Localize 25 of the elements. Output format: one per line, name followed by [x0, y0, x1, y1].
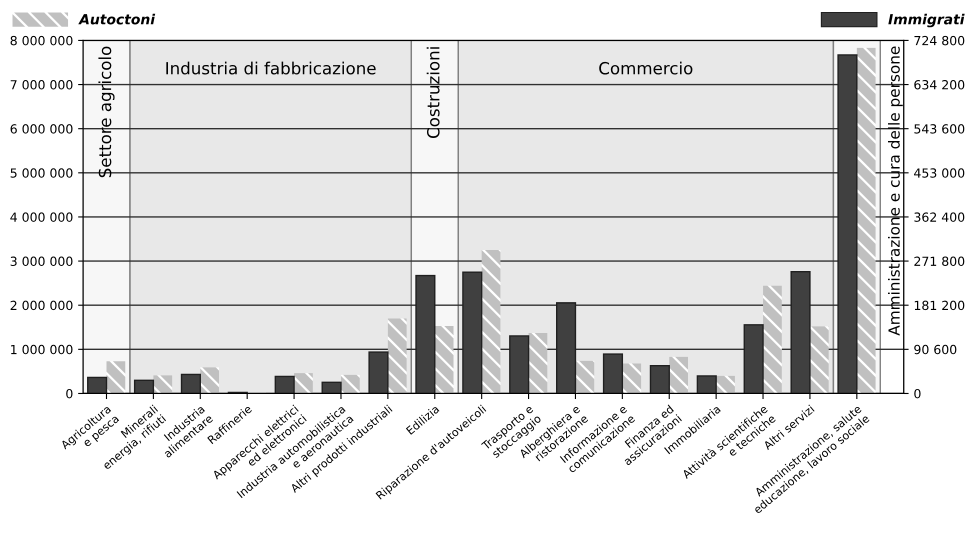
y-tick-label: 4 000 000 — [10, 212, 72, 222]
y2-tick-label: 181 200 — [914, 300, 964, 310]
y2-tick-label: 362 400 — [914, 212, 964, 222]
y-tick-label: 6 000 000 — [10, 124, 72, 134]
y2-tick-label: 453 000 — [914, 168, 964, 178]
legend-label: Immigrati — [888, 14, 965, 28]
band-label: Industria di fabbricazione — [166, 62, 376, 75]
band-label: Amministrazione e cura delle persone — [888, 46, 903, 336]
y-tick-label: 1 000 000 — [11, 344, 72, 354]
y2-tick-label: 634 200 — [914, 80, 964, 90]
y2-tick-label: 90 600 — [914, 344, 956, 354]
y2-tick-label: 724 800 — [914, 36, 964, 46]
y-tick-label: 3 000 000 — [10, 256, 72, 266]
y-tick-label: 8 000 000 — [10, 36, 72, 46]
y-tick-label: 0 — [66, 388, 72, 398]
y2-tick-label: 543 600 — [914, 124, 964, 134]
y2-tick-label: 0 — [914, 388, 921, 398]
band-label: Costruzioni — [426, 47, 440, 138]
y2-tick-label: 271 800 — [914, 256, 964, 266]
legend-label: Autoctoni — [78, 14, 156, 25]
y-tick-label: 5 000 000 — [10, 168, 72, 178]
y-tick-label: 7 000 000 — [10, 80, 72, 90]
band-label: Settore agricolo — [98, 46, 115, 178]
y-tick-label: 2 000 000 — [10, 300, 72, 310]
band-label: Commercio — [599, 62, 692, 75]
